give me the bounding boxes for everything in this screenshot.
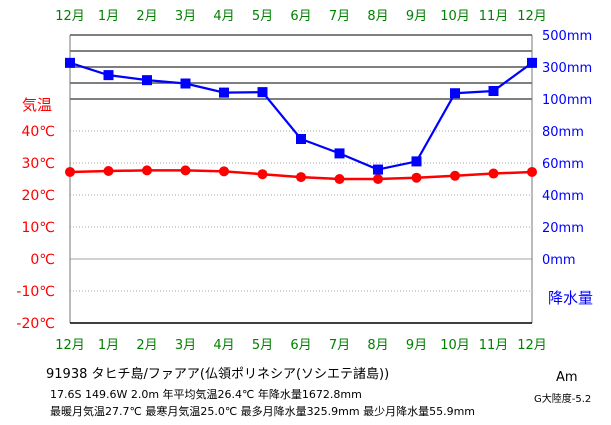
month-label-top: 6月 <box>290 9 311 24</box>
top-month-labels: 12月 1月 2月 3月 4月 5月 6月 7月 8月 9月 10月 11月 12月 <box>55 9 547 24</box>
precipitation-point <box>103 70 114 81</box>
precipitation-tick-label: 40mm <box>542 189 584 204</box>
month-label-top: 10月 <box>440 9 470 24</box>
temperature-tick-label: -10℃ <box>16 284 55 300</box>
month-label-top: 3月 <box>175 9 196 24</box>
month-label-bottom: 11月 <box>479 338 509 353</box>
temperature-series <box>65 165 537 184</box>
temperature-axis-ticks: 40℃ 30℃ 20℃ 10℃ 0℃ -10℃ -20℃ <box>16 124 55 332</box>
temperature-point <box>180 165 191 176</box>
temperature-point <box>296 172 306 183</box>
month-label-bottom: 8月 <box>367 338 388 353</box>
precipitation-tick-label: 0mm <box>542 253 576 268</box>
temperature-tick-label: 40℃ <box>21 124 55 140</box>
precipitation-axis-label: 降水量 <box>548 289 593 307</box>
month-label-bottom: 5月 <box>252 338 273 353</box>
precipitation-point <box>527 57 537 68</box>
temperature-point <box>411 172 422 183</box>
station-name: 91938 タヒチ島/ファアア(仏領ポリネシア(ソシエテ諸島)) <box>46 367 390 382</box>
temperature-point <box>219 166 229 177</box>
month-label-bottom: 6月 <box>290 338 311 353</box>
precipitation-tick-label: 20mm <box>542 221 584 236</box>
temperature-tick-label: 20℃ <box>21 188 55 204</box>
continentality-index: G大陸度-5.2 <box>534 394 592 405</box>
precipitation-tick-label: 100mm <box>542 93 592 108</box>
month-label-bottom: 4月 <box>213 338 234 353</box>
month-label-bottom: 12月 <box>517 338 547 353</box>
temperature-point <box>450 170 460 181</box>
month-label-top: 5月 <box>252 9 273 24</box>
climate-classification: Am <box>556 370 578 385</box>
precipitation-point <box>142 75 152 86</box>
precipitation-tick-label: 80mm <box>542 125 584 140</box>
precipitation-series <box>65 57 537 175</box>
precipitation-point <box>334 148 345 159</box>
bottom-month-labels: 12月 1月 2月 3月 4月 5月 6月 7月 8月 9月 10月 11月 12月 <box>55 338 547 353</box>
temperature-tick-label: 30℃ <box>21 156 55 172</box>
precipitation-tick-label: 500mm <box>542 29 592 44</box>
temperature-point <box>334 174 345 184</box>
month-label-bottom: 2月 <box>136 338 157 353</box>
precipitation-point <box>219 87 229 98</box>
month-label-top: 9月 <box>406 9 427 24</box>
temperature-point <box>373 174 383 184</box>
temperature-point <box>527 166 537 177</box>
temperature-point <box>257 169 268 180</box>
precipitation-point <box>65 57 75 68</box>
month-label-bottom: 9月 <box>406 338 427 353</box>
temperature-point <box>103 166 114 176</box>
month-label-bottom: 10月 <box>440 338 470 353</box>
precipitation-point <box>411 156 422 167</box>
month-label-top: 11月 <box>479 9 509 24</box>
precipitation-point <box>373 164 383 175</box>
month-label-top: 2月 <box>136 9 157 24</box>
month-label-top: 12月 <box>517 9 547 24</box>
precipitation-line <box>69 61 533 171</box>
station-summary: 17.6S 149.6W 2.0m 年平均気温26.4℃ 年降水量1672.8m… <box>50 388 362 401</box>
temperature-tick-label: 10℃ <box>21 220 55 236</box>
precipitation-tick-label: 60mm <box>542 157 584 172</box>
month-label-top: 8月 <box>367 9 388 24</box>
month-label-top: 12月 <box>55 9 85 24</box>
precipitation-point <box>296 134 306 144</box>
precipitation-tick-label: 300mm <box>542 61 592 76</box>
precipitation-point <box>450 88 460 99</box>
month-label-bottom: 12月 <box>55 338 85 353</box>
temperature-point <box>488 168 499 179</box>
month-label-top: 1月 <box>98 9 119 24</box>
temperature-point <box>65 166 75 177</box>
precipitation-axis-ticks: 500mm 300mm 100mm 80mm 60mm 40mm 20mm 0mm <box>542 29 592 268</box>
precipitation-point <box>257 87 268 98</box>
climate-chart: 12月 1月 2月 3月 4月 5月 6月 7月 8月 9月 10月 11月 12月 12月 1月 2月 3月… <box>16 9 593 353</box>
month-label-bottom: 3月 <box>175 338 196 353</box>
precipitation-point <box>180 78 191 89</box>
temperature-tick-label: -20℃ <box>16 316 55 332</box>
month-label-bottom: 1月 <box>98 338 119 353</box>
month-label-top: 4月 <box>213 9 234 24</box>
temperature-axis-label: 気温 <box>22 96 52 114</box>
precipitation-point <box>488 86 499 96</box>
month-label-top: 7月 <box>329 9 350 24</box>
station-extremes: 最暖月気温27.7℃ 最寒月気温25.0℃ 最多月降水量325.9mm 最少月降… <box>50 405 476 418</box>
temperature-tick-label: 0℃ <box>30 252 55 268</box>
temperature-point <box>142 165 152 176</box>
month-label-bottom: 7月 <box>329 338 350 353</box>
